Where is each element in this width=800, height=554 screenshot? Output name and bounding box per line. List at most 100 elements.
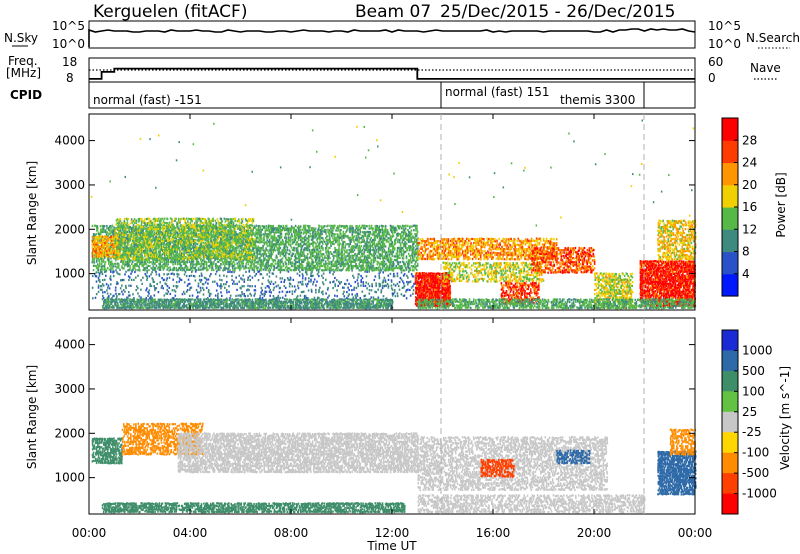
cpid-segment-2: normal (fast) 151 (445, 85, 549, 99)
heatmap-cell (381, 269, 383, 271)
heatmap-cell (140, 244, 142, 246)
heatmap-cell (232, 267, 234, 269)
heatmap-cell (172, 263, 174, 265)
heatmap-cell (330, 227, 332, 229)
heatmap-cell (410, 259, 412, 261)
heatmap-cell (158, 256, 160, 258)
heatmap-cell (326, 247, 328, 249)
heatmap-cell (334, 247, 336, 249)
heatmap-cell (362, 255, 364, 257)
heatmap-cell (275, 263, 277, 265)
heatmap-cell (152, 234, 154, 236)
heatmap-cell (382, 267, 384, 269)
heatmap-cell (386, 251, 388, 253)
heatmap-cell (153, 244, 155, 246)
heatmap-cell (325, 265, 327, 267)
heatmap-cell (93, 269, 95, 271)
heatmap-cell (389, 255, 391, 257)
nsearch-tick-bottom: 10^0 (708, 37, 741, 51)
heatmap-cell (275, 241, 277, 243)
heatmap-cell (162, 238, 164, 240)
heatmap-cell (145, 246, 147, 248)
heatmap-cell (169, 238, 171, 240)
heatmap-cell (311, 227, 313, 229)
heatmap-cell (94, 261, 96, 263)
heatmap-cell (232, 269, 234, 271)
heatmap-cell (291, 247, 293, 249)
heatmap-cell (124, 244, 126, 246)
heatmap-cell (373, 227, 375, 229)
heatmap-cell (120, 218, 122, 220)
heatmap-cell (413, 243, 415, 245)
heatmap-cell (180, 261, 182, 263)
heatmap-cell (132, 238, 134, 240)
heatmap-cell (301, 251, 303, 253)
heatmap-cell (397, 249, 399, 251)
heatmap-cell (355, 235, 357, 237)
heatmap-cell (415, 245, 417, 247)
heatmap-cell (238, 261, 240, 263)
heatmap-cell (108, 233, 110, 235)
heatmap-cell (172, 238, 174, 240)
heatmap-cell (338, 249, 340, 251)
heatmap-cell (273, 251, 275, 253)
nave-tick-bottom: 0 (708, 71, 716, 85)
heatmap-cell (146, 267, 148, 269)
heatmap-cell (185, 261, 187, 263)
heatmap-cell (315, 265, 317, 267)
heatmap-cell (167, 222, 169, 224)
heatmap-cell (357, 265, 359, 267)
heatmap-cell (281, 235, 283, 237)
heatmap-cell (416, 225, 418, 227)
heatmap-cell (410, 247, 412, 249)
heatmap-cell (321, 233, 323, 235)
heatmap-cell (330, 251, 332, 253)
heatmap-cell (395, 227, 397, 229)
heatmap-cell (187, 261, 189, 263)
heatmap-cell (290, 243, 292, 245)
heatmap-cell (380, 257, 382, 259)
heatmap-cell (341, 251, 343, 253)
heatmap-cell (264, 243, 266, 245)
heatmap-cell (307, 257, 309, 259)
heatmap-cell (103, 254, 105, 256)
heatmap-cell (105, 261, 107, 263)
heatmap-cell (136, 263, 138, 265)
heatmap-cell (334, 233, 336, 235)
heatmap-cell (277, 239, 279, 241)
heatmap-cell (177, 246, 179, 248)
heatmap-cell (389, 265, 391, 267)
heatmap-cell (319, 267, 321, 269)
heatmap-cell (286, 251, 288, 253)
heatmap-cell (169, 254, 171, 256)
heatmap-cell (242, 265, 244, 267)
heatmap-cell (175, 252, 177, 254)
heatmap-cell (310, 233, 312, 235)
heatmap-cell (359, 241, 361, 243)
heatmap-cell (144, 261, 146, 263)
heatmap-cell (298, 239, 300, 241)
heatmap-cell (288, 237, 290, 239)
heatmap-cell (283, 249, 285, 251)
heatmap-cell (286, 225, 288, 227)
heatmap-cell (290, 251, 292, 253)
heatmap-cell (332, 269, 334, 271)
heatmap-cell (307, 225, 309, 227)
heatmap-cell (141, 220, 143, 222)
heatmap-cell (389, 267, 391, 269)
heatmap-cell (379, 249, 381, 251)
heatmap-cell (165, 240, 167, 242)
heatmap-cell (257, 267, 259, 269)
heatmap-cell (195, 267, 197, 269)
heatmap-cell (139, 230, 141, 232)
heatmap-cell (179, 232, 181, 234)
heatmap-cell (173, 261, 175, 263)
heatmap-cell (288, 263, 290, 265)
heatmap-cell (165, 222, 167, 224)
nsky-tick-bottom: 10^0 (52, 37, 85, 51)
heatmap-cell (115, 254, 117, 256)
heatmap-cell (365, 227, 367, 229)
heatmap-cell (327, 265, 329, 267)
heatmap-cell (352, 267, 354, 269)
heatmap-cell (275, 229, 277, 231)
